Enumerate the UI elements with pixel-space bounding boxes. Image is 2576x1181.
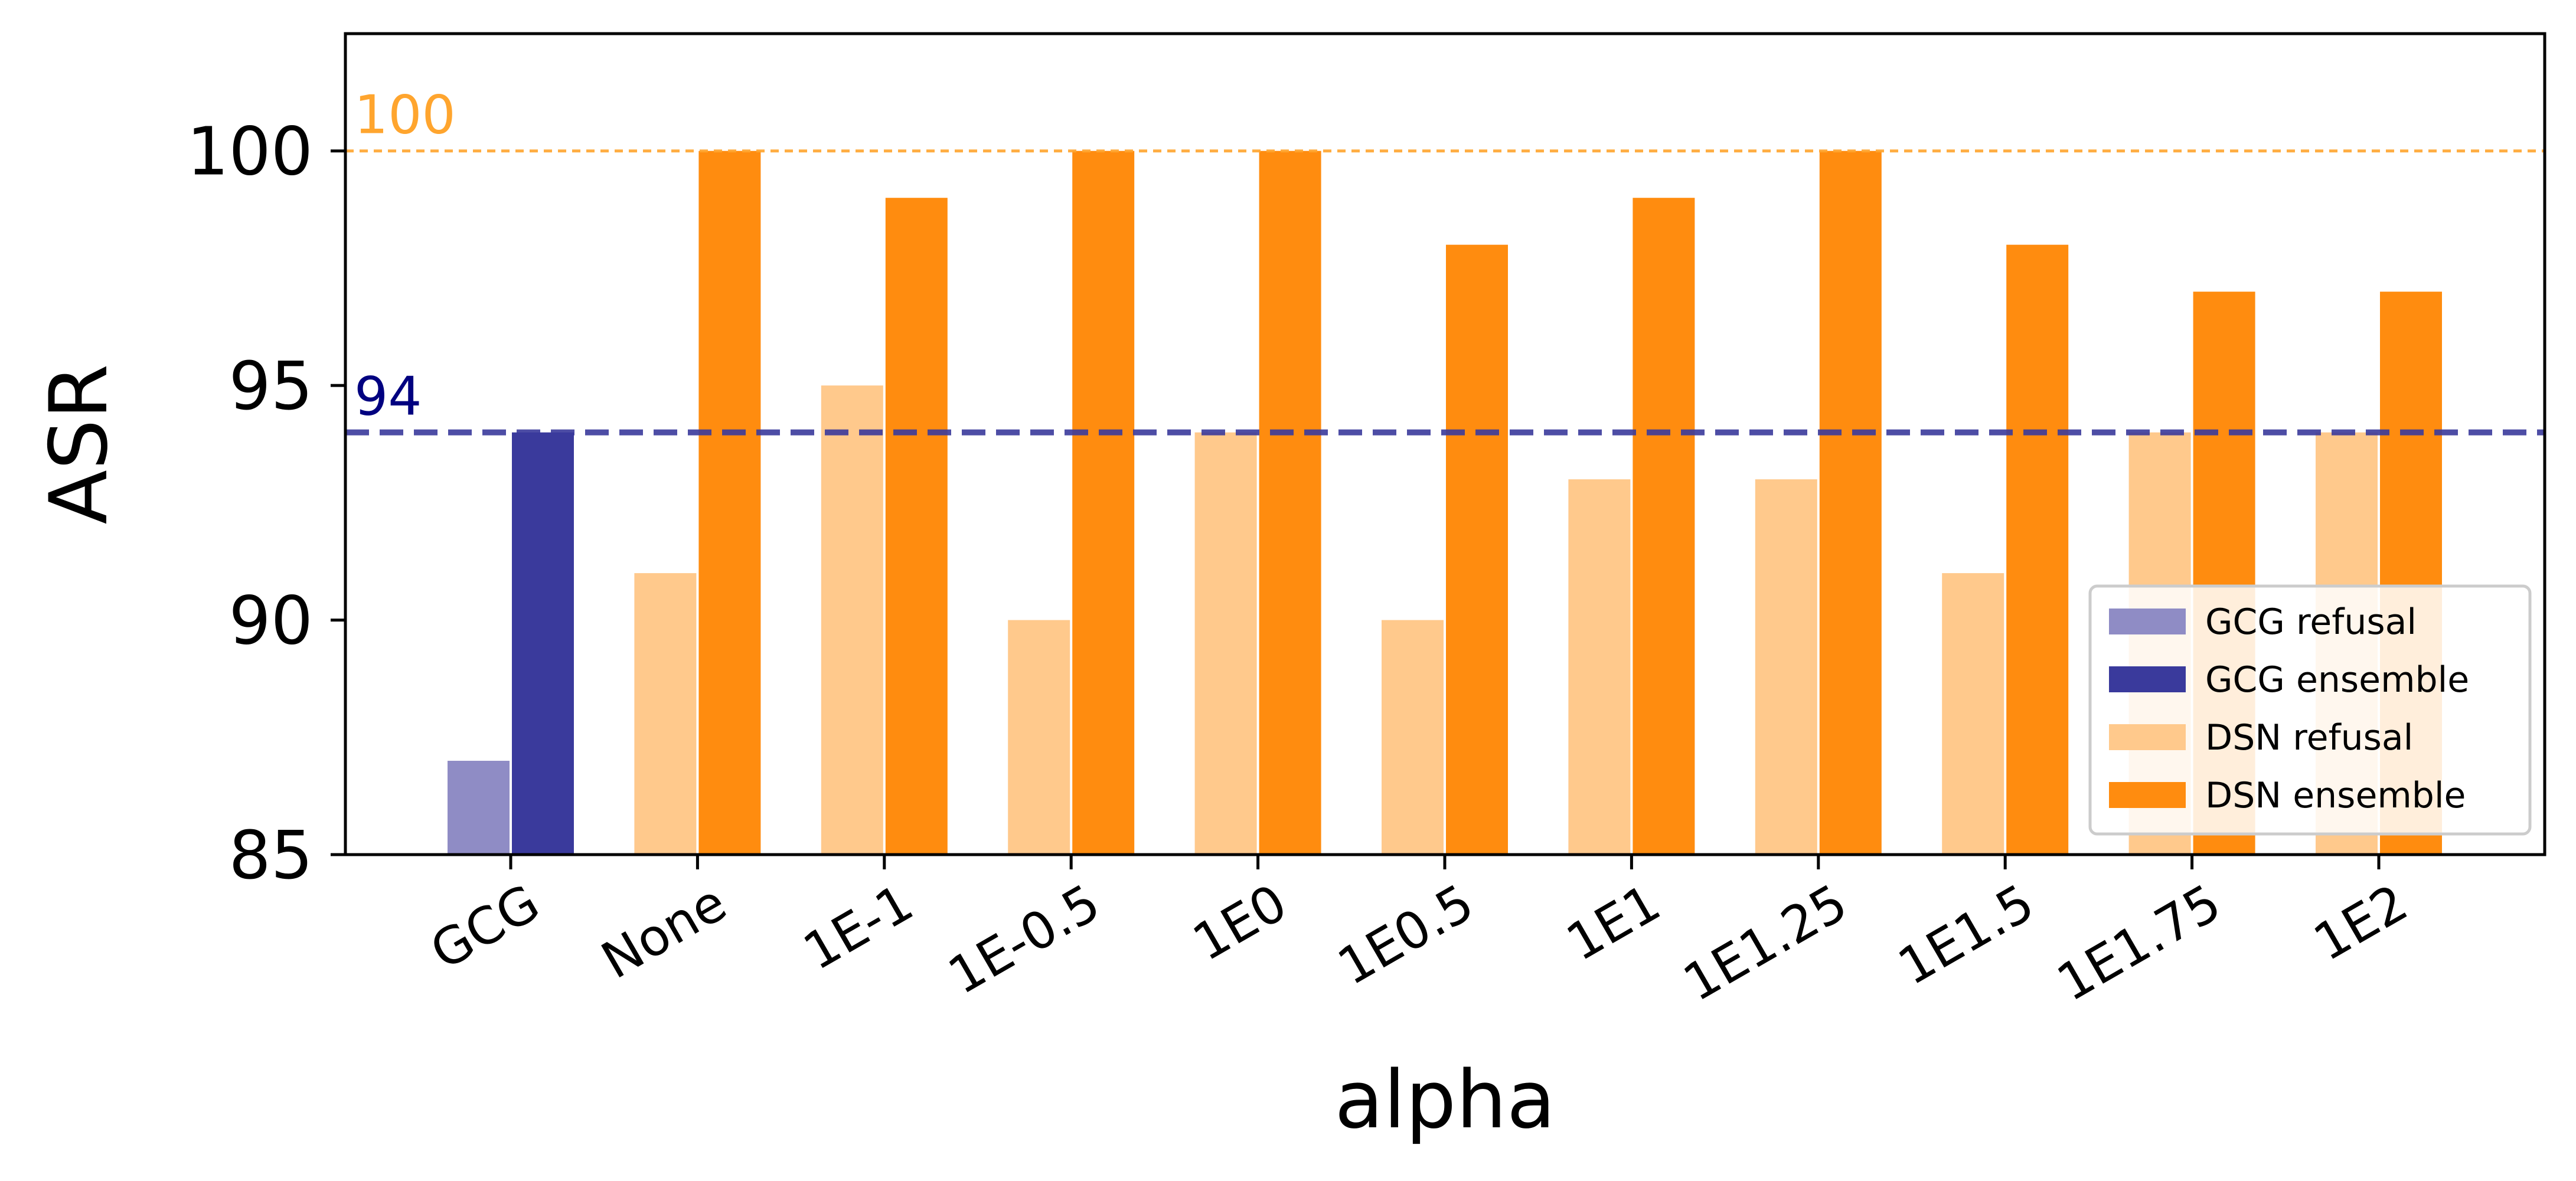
- bar-dsn-ensemble-1e0: [1259, 151, 1321, 855]
- bar-dsn-refusal-1e0.5: [1382, 620, 1444, 855]
- y-tick-label-100: 100: [187, 114, 313, 191]
- x-tick-label-1e0: 1E0: [1183, 874, 1297, 973]
- reference-label-94: 94: [354, 366, 422, 428]
- legend-swatch-gcg-ensemble: [2109, 666, 2186, 692]
- legend-label-gcg-ensemble: GCG ensemble: [2205, 659, 2469, 701]
- x-tick-label-1e0.5: 1E0.5: [1328, 874, 1484, 997]
- bar-dsn-refusal-1e1.25: [1755, 479, 1817, 855]
- x-axis: GCG None 1E-1 1E-0.5 1E0 1E0.5 1E1 1E1.25 1E1.5 1…: [421, 855, 2418, 1013]
- bar-dsn-ensemble-1e1: [1633, 198, 1695, 855]
- x-tick-label-1e1.25: 1E1.25: [1674, 874, 1857, 1013]
- bar-dsn-ensemble-none: [698, 151, 761, 855]
- bar-dsn-ensemble-1e-1: [885, 198, 948, 855]
- bar-dsn-refusal-1e1.5: [1942, 573, 2004, 855]
- bar-gcg-refusal-gcg: [448, 761, 510, 855]
- y-tick-label-95: 95: [228, 348, 313, 425]
- bar-dsn-refusal-1e-1: [821, 385, 883, 855]
- bar-dsn-ensemble-1e1.25: [1819, 151, 1882, 855]
- bar-dsn-ensemble-1e1.5: [2006, 244, 2069, 855]
- x-axis-title: alpha: [1334, 1054, 1555, 1146]
- bar-dsn-refusal-1e0: [1194, 432, 1257, 855]
- legend-box: [2088, 584, 2532, 836]
- legend: GCG refusal GCG ensemble DSN refusal DSN en…: [2088, 584, 2532, 836]
- bar-dsn-ensemble-1e-0.5: [1072, 151, 1135, 855]
- bar-dsn-ensemble-1e0.5: [1446, 244, 1508, 855]
- legend-swatch-dsn-refusal: [2109, 724, 2186, 750]
- legend-swatch-gcg-refusal: [2109, 609, 2186, 634]
- x-tick-label-1e2: 1E2: [2304, 874, 2418, 973]
- bar-dsn-refusal-1e1: [1568, 479, 1631, 855]
- bar-dsn-refusal-1e-0.5: [1008, 620, 1070, 855]
- y-tick-label-85: 85: [228, 817, 313, 894]
- reference-label-100: 100: [354, 84, 456, 146]
- legend-swatch-dsn-ensemble: [2109, 782, 2186, 808]
- x-tick-label-1e-1: 1E-1: [794, 874, 923, 982]
- bar-gcg-ensemble-gcg: [512, 432, 574, 855]
- y-axis-title: ASR: [32, 364, 125, 525]
- bar-dsn-refusal-none: [634, 573, 697, 855]
- reference-lines-group: 100 94: [345, 84, 2545, 436]
- x-tick-label-1e1.5: 1E1.5: [1889, 874, 2044, 997]
- y-axis: 85 90 95 100: [187, 114, 345, 894]
- bars-group: [448, 151, 2442, 855]
- legend-label-gcg-refusal: GCG refusal: [2205, 601, 2417, 643]
- legend-label-dsn-refusal: DSN refusal: [2205, 717, 2413, 758]
- x-tick-label-gcg: GCG: [421, 874, 549, 982]
- x-tick-label-none: None: [592, 874, 736, 991]
- legend-label-dsn-ensemble: DSN ensemble: [2205, 775, 2466, 816]
- x-tick-label-1e1: 1E1: [1557, 874, 1670, 973]
- x-tick-label-1e1.75: 1E1.75: [2048, 874, 2231, 1013]
- y-tick-label-90: 90: [228, 583, 313, 660]
- x-tick-label-1e-0.5: 1E-0.5: [939, 874, 1110, 1006]
